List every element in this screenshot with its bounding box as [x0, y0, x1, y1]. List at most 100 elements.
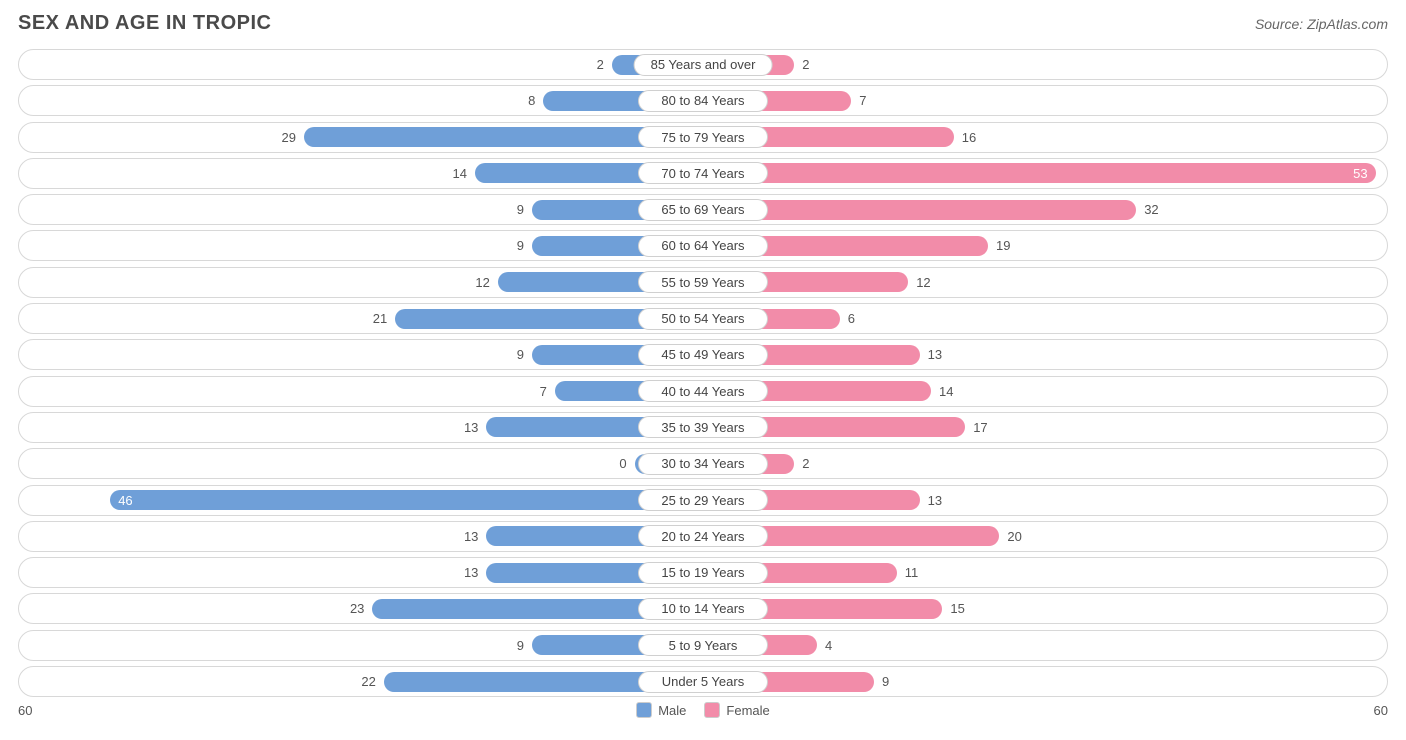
female-half: 53 — [703, 159, 1387, 188]
female-half: 2 — [703, 50, 1387, 79]
male-half: 13 — [19, 413, 703, 442]
axis-right-max: 60 — [1374, 703, 1388, 718]
age-group-label: 75 to 79 Years — [638, 126, 768, 148]
pyramid-row: 91345 to 49 Years — [18, 339, 1388, 370]
age-group-label: 85 Years and over — [634, 54, 773, 76]
female-half: 16 — [703, 123, 1387, 152]
male-value: 23 — [342, 601, 372, 616]
chart-header: SEX AND AGE IN TROPIC Source: ZipAtlas.c… — [18, 12, 1388, 35]
male-half: 9 — [19, 631, 703, 660]
male-half: 9 — [19, 195, 703, 224]
chart-source: Source: ZipAtlas.com — [1255, 16, 1388, 32]
male-value: 0 — [611, 456, 634, 471]
female-value: 2 — [794, 456, 817, 471]
legend-item-male: Male — [636, 702, 686, 718]
male-half: 13 — [19, 522, 703, 551]
female-half: 11 — [703, 558, 1387, 587]
pyramid-row: 2 2 85 Years and over — [18, 49, 1388, 80]
male-half: 9 — [19, 231, 703, 260]
pyramid-row: 9 19 60 to 64 Years — [18, 230, 1388, 261]
population-pyramid-chart: 2285 Years and over8780 to 84 Years29167… — [18, 49, 1388, 697]
pyramid-row: 22 9 Under 5 Years — [18, 666, 1388, 697]
legend-swatch-female — [704, 702, 720, 718]
male-half: 12 — [19, 268, 703, 297]
age-group-label: 10 to 14 Years — [638, 598, 768, 620]
male-half: 8 — [19, 86, 703, 115]
male-half: 46 — [19, 486, 703, 515]
age-group-label: 25 to 29 Years — [638, 489, 768, 511]
age-group-label: 15 to 19 Years — [638, 562, 768, 584]
male-value: 14 — [445, 166, 475, 181]
age-group-label: 80 to 84 Years — [638, 90, 768, 112]
female-value: 2 — [794, 57, 817, 72]
female-value: 19 — [988, 238, 1018, 253]
female-value: 32 — [1136, 202, 1166, 217]
pyramid-row: 945 to 9 Years — [18, 630, 1388, 661]
male-value: 12 — [467, 275, 497, 290]
female-half: 20 — [703, 522, 1387, 551]
male-value: 7 — [532, 384, 555, 399]
male-value: 29 — [274, 130, 304, 145]
male-half: 23 — [19, 594, 703, 623]
male-half: 7 — [19, 377, 703, 406]
age-group-label: 20 to 24 Years — [638, 525, 768, 547]
pyramid-row: 21 650 to 54 Years — [18, 303, 1388, 334]
age-group-label: 70 to 74 Years — [638, 162, 768, 184]
male-half: 13 — [19, 558, 703, 587]
male-value: 22 — [353, 674, 383, 689]
female-half: 14 — [703, 377, 1387, 406]
age-group-label: 60 to 64 Years — [638, 235, 768, 257]
female-bar: 53 — [703, 163, 1376, 183]
female-half: 2 — [703, 449, 1387, 478]
female-value: 13 — [920, 347, 950, 362]
female-half: 32 — [703, 195, 1387, 224]
female-value: 9 — [874, 674, 897, 689]
age-group-label: 5 to 9 Years — [638, 634, 768, 656]
female-value: 13 — [920, 493, 950, 508]
female-value: 7 — [851, 93, 874, 108]
female-half: 15 — [703, 594, 1387, 623]
chart-title: SEX AND AGE IN TROPIC — [18, 12, 272, 35]
female-value: 12 — [908, 275, 938, 290]
age-group-label: 30 to 34 Years — [638, 453, 768, 475]
male-half: 14 — [19, 159, 703, 188]
pyramid-row: 46 13 25 to 29 Years — [18, 485, 1388, 516]
age-group-label: 55 to 59 Years — [638, 271, 768, 293]
female-half: 12 — [703, 268, 1387, 297]
pyramid-row: 13 11 15 to 19 Years — [18, 557, 1388, 588]
male-value: 21 — [365, 311, 395, 326]
age-group-label: 35 to 39 Years — [638, 416, 768, 438]
age-group-label: 50 to 54 Years — [638, 308, 768, 330]
female-value: 17 — [965, 420, 995, 435]
pyramid-row: 14 53 70 to 74 Years — [18, 158, 1388, 189]
female-half: 6 — [703, 304, 1387, 333]
female-value: 14 — [931, 384, 961, 399]
male-value: 13 — [456, 529, 486, 544]
female-value: 11 — [897, 565, 927, 580]
male-half: 9 — [19, 340, 703, 369]
legend: Male Female — [636, 702, 770, 718]
male-half: 29 — [19, 123, 703, 152]
female-value: 53 — [1345, 166, 1375, 181]
female-half: 7 — [703, 86, 1387, 115]
pyramid-row: 7 14 40 to 44 Years — [18, 376, 1388, 407]
male-value: 46 — [110, 493, 140, 508]
legend-label-female: Female — [726, 703, 769, 718]
pyramid-row: 93265 to 69 Years — [18, 194, 1388, 225]
male-value: 13 — [456, 420, 486, 435]
female-value: 16 — [954, 130, 984, 145]
pyramid-row: 13 2020 to 24 Years — [18, 521, 1388, 552]
female-half: 13 — [703, 486, 1387, 515]
male-half: 0 — [19, 449, 703, 478]
female-half: 13 — [703, 340, 1387, 369]
legend-swatch-male — [636, 702, 652, 718]
male-bar: 46 — [110, 490, 703, 510]
legend-label-male: Male — [658, 703, 686, 718]
female-value: 15 — [942, 601, 972, 616]
male-value: 2 — [589, 57, 612, 72]
pyramid-row: 8 7 80 to 84 Years — [18, 85, 1388, 116]
male-half: 21 — [19, 304, 703, 333]
male-half: 2 — [19, 50, 703, 79]
age-group-label: 40 to 44 Years — [638, 380, 768, 402]
age-group-label: Under 5 Years — [638, 671, 768, 693]
